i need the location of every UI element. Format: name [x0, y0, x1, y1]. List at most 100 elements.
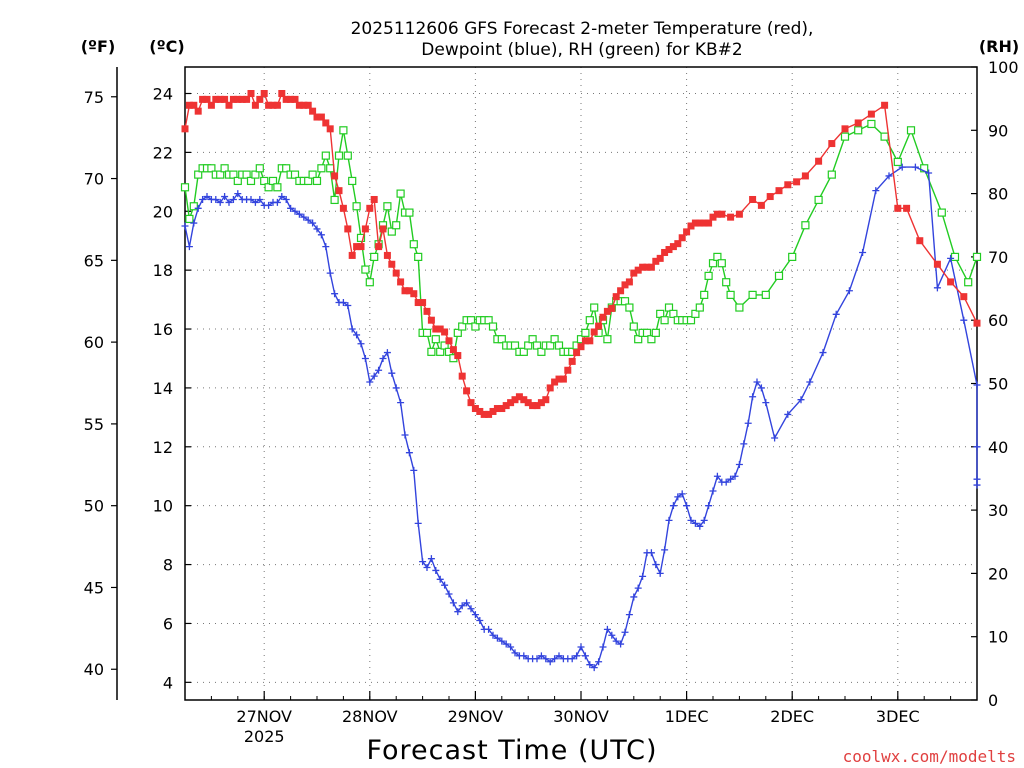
- celsius-tick-label: 14: [153, 379, 173, 398]
- dewpoint-point: [313, 225, 321, 233]
- temperature-point: [485, 410, 493, 418]
- rh-point: [216, 170, 225, 179]
- dewpoint-point: [370, 372, 378, 380]
- dewpoint-point: [216, 198, 224, 206]
- dewpoint-point: [225, 198, 233, 206]
- rh-point: [488, 322, 498, 331]
- temperature-point: [854, 119, 862, 127]
- rh-point: [246, 176, 256, 186]
- celsius-tick-label: 22: [153, 143, 173, 162]
- dewpoint-point: [194, 204, 202, 212]
- rh-tick-label: 40: [988, 438, 1008, 457]
- rh-tick-label: 50: [988, 375, 1008, 394]
- temperature-point: [344, 225, 352, 233]
- fahrenheit-tick-label: 50: [84, 497, 104, 516]
- rh-point: [537, 347, 546, 356]
- temperature-point: [903, 204, 911, 212]
- fahrenheit-tick-label: 40: [84, 660, 104, 679]
- temperature-point: [234, 95, 242, 103]
- dewpoint-point: [467, 605, 475, 613]
- dewpoint-point: [507, 643, 515, 651]
- dewpoint-point: [498, 637, 506, 645]
- temperature-point: [678, 234, 686, 242]
- temperature-point: [260, 89, 268, 97]
- rh-point: [396, 189, 405, 198]
- dewpoint-point: [647, 549, 655, 557]
- dewpoint-point: [212, 195, 220, 203]
- rh-point: [972, 252, 982, 261]
- dewpoint-point: [661, 546, 669, 554]
- dewpoint-point: [819, 349, 827, 357]
- dewpoint-point: [353, 331, 361, 339]
- temperature-point: [313, 113, 321, 121]
- dewpoint-point: [427, 555, 435, 563]
- rh-point: [827, 170, 836, 179]
- temperature-point: [221, 95, 229, 103]
- rh-point: [629, 322, 638, 331]
- dewpoint-point: [872, 187, 880, 195]
- dewpoint-point: [744, 419, 752, 427]
- temperature-point: [595, 322, 603, 330]
- dewpoint-point: [740, 440, 748, 448]
- dewpoint-point: [203, 193, 211, 201]
- temperature-point: [445, 337, 453, 345]
- temperature-point: [256, 95, 264, 103]
- dewpoint-point: [749, 393, 757, 401]
- rh-point: [554, 341, 564, 350]
- dewpoint-point: [634, 584, 642, 592]
- rh-point: [290, 170, 300, 179]
- dewpoint-point: [441, 581, 449, 589]
- temperature-point: [933, 260, 941, 268]
- temperature-point: [559, 375, 567, 383]
- rh-point: [550, 335, 559, 344]
- temperature-point: [784, 181, 792, 189]
- temperature-point: [599, 313, 607, 321]
- dewpoint-point: [366, 378, 374, 386]
- dewpoint-point: [973, 381, 981, 389]
- fahrenheit-tick-label: 55: [84, 415, 104, 434]
- temperature-point: [766, 193, 774, 201]
- time-tick-year-label: 2025: [244, 727, 285, 746]
- rh-point: [317, 164, 326, 173]
- temperature-point: [815, 157, 823, 165]
- temperature-point: [647, 263, 655, 271]
- series-layer: [180, 89, 982, 672]
- rh-point: [436, 347, 445, 356]
- rh-point: [854, 126, 863, 135]
- rh-point: [585, 316, 594, 325]
- rh-point: [735, 303, 744, 312]
- dewpoint-point: [265, 201, 273, 209]
- chart-title-line-1: 2025112606 GFS Forecast 2-meter Temperat…: [351, 19, 814, 39]
- plot-frame: [184, 66, 978, 701]
- temperature-point: [520, 396, 528, 404]
- time-tick-label: 30NOV: [553, 707, 609, 726]
- dewpoint-point: [925, 169, 933, 177]
- rh-tick-label: 80: [988, 185, 1008, 204]
- rh-point: [625, 303, 634, 312]
- dewpoint-point: [392, 384, 400, 392]
- dewpoint-point: [705, 502, 713, 510]
- temperature-point: [612, 293, 620, 301]
- dewpoint-point: [476, 617, 484, 625]
- temperature-point: [458, 372, 466, 380]
- temperature-point: [471, 405, 479, 413]
- rh-point: [431, 335, 440, 344]
- temperature-point: [757, 201, 765, 209]
- rh-tick-label: 30: [988, 501, 1008, 520]
- temperature-point: [203, 95, 211, 103]
- dewpoint-point: [304, 216, 312, 224]
- temperature-point: [467, 399, 475, 407]
- dewpoint-point: [326, 269, 334, 277]
- temperature-point: [449, 346, 457, 354]
- dewpoint-point: [493, 634, 501, 642]
- temperature-point: [603, 307, 611, 315]
- temperature-point: [317, 113, 325, 121]
- rh-point: [691, 309, 700, 318]
- time-tick-label: 28NOV: [342, 707, 398, 726]
- temperature-point: [489, 407, 497, 415]
- temperature-point: [291, 95, 299, 103]
- dewpoint-point: [388, 369, 396, 377]
- fahrenheit-tick-label: 45: [84, 578, 104, 597]
- rh-point: [180, 183, 190, 192]
- temperature-point: [608, 304, 616, 312]
